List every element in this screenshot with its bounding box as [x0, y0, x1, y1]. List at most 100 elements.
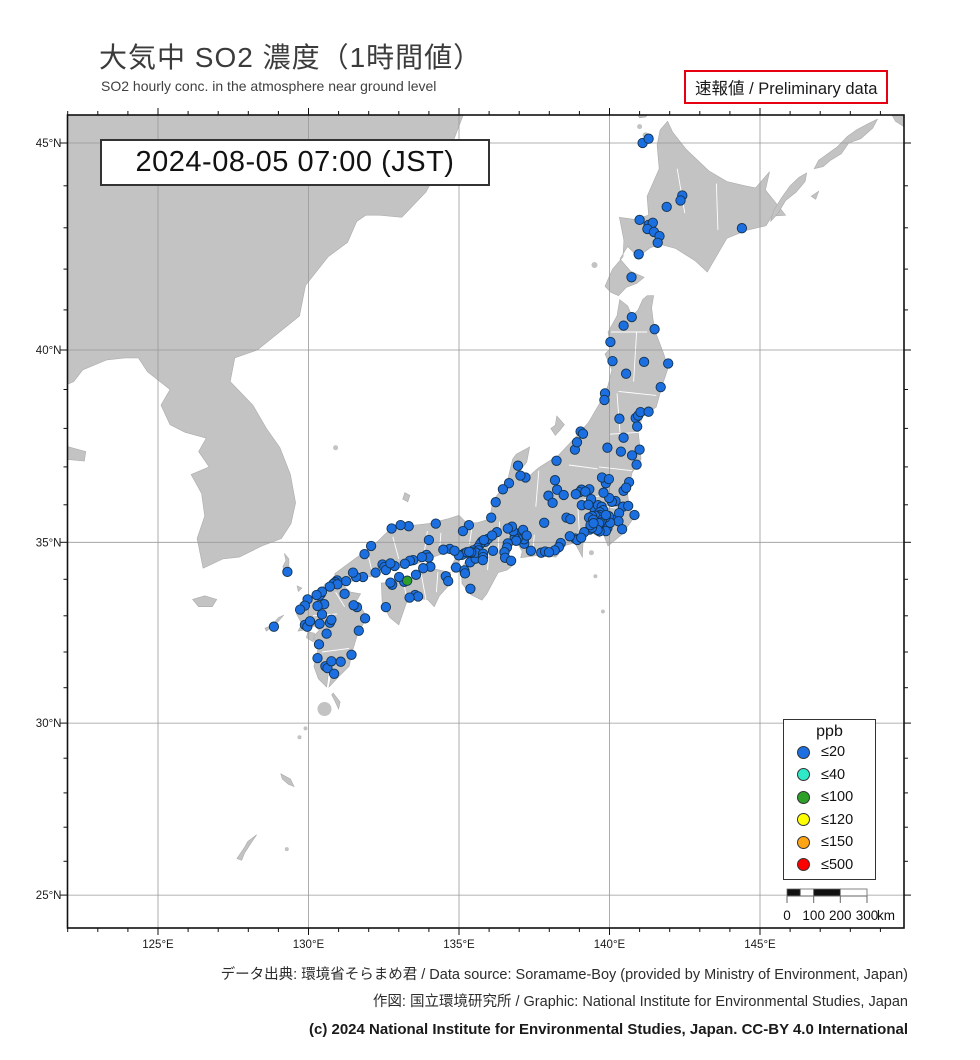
station-dot [632, 421, 643, 432]
station-dot [615, 446, 627, 457]
station-dot [478, 534, 490, 546]
islet [303, 726, 308, 731]
station-dot [359, 548, 370, 560]
attribution-data-source: データ出典: 環境省そらまめ君 / Data source: Soramame-… [220, 967, 908, 983]
station-dot [583, 499, 594, 510]
station-dot [565, 513, 576, 525]
station-dot [547, 497, 558, 509]
station-dot [588, 518, 599, 529]
legend-color-swatch [797, 745, 810, 759]
station-dot [487, 545, 499, 556]
station-dot [412, 591, 424, 602]
station-dot [626, 311, 637, 323]
station-dot [605, 336, 616, 348]
station-dot [321, 628, 332, 639]
legend-item: ≤40 [784, 764, 875, 787]
legend-item-label: ≤100 [821, 789, 854, 806]
legend-item: ≤20 [784, 741, 875, 764]
page-subtitle: SO2 hourly conc. in the atmosphere near … [101, 78, 437, 94]
lon-tick-label: 130°E [293, 939, 325, 951]
station-dot [551, 484, 563, 495]
prefecture-border [435, 571, 439, 593]
station-dot [459, 568, 471, 579]
land-shikotan [810, 190, 820, 200]
lat-tick-label: 40°N [36, 345, 62, 357]
station-dot [663, 358, 674, 369]
station-dot [629, 509, 640, 521]
lat-tick-label: 30°N [36, 718, 62, 730]
station-dot [634, 444, 645, 455]
station-dot [502, 523, 513, 534]
station-dot [365, 540, 377, 552]
land-urup-corner [891, 115, 904, 127]
scalebar-label: 0 [783, 908, 791, 923]
station-dot [346, 649, 357, 660]
station-dot [465, 583, 476, 594]
scalebar-label: 100 [802, 908, 825, 923]
prefecture-border [335, 591, 345, 607]
land-okinawa [236, 834, 257, 861]
land-iki [296, 585, 303, 592]
station-dot [324, 581, 336, 592]
land-jeju [192, 595, 218, 607]
islet [637, 124, 643, 130]
station-dot [328, 668, 340, 679]
station-dot [486, 530, 498, 541]
station-dot [449, 545, 460, 556]
prefecture-border [321, 647, 350, 653]
land-shandong-tip [67, 446, 87, 462]
station-dot [638, 356, 650, 368]
prefecture-border [618, 390, 657, 396]
station-dot [576, 532, 587, 543]
islet [284, 847, 289, 852]
scalebar-segment [813, 888, 841, 897]
station-dot [463, 519, 475, 531]
station-dot [282, 566, 293, 578]
station-dot [539, 517, 550, 528]
station-dot [399, 558, 410, 569]
islet [297, 735, 302, 740]
station-dot [312, 600, 323, 612]
station-dot [620, 368, 632, 379]
station-dot [626, 450, 638, 461]
station-dot [511, 535, 522, 546]
scalebar-label: 300 [856, 908, 879, 923]
station-dot [603, 473, 615, 485]
station-dot [600, 509, 612, 521]
station-dot [503, 478, 515, 489]
station-dot [551, 455, 562, 466]
station-dot [335, 656, 346, 667]
station-dot [675, 195, 686, 206]
islet [333, 445, 339, 451]
legend-color-swatch [797, 768, 810, 782]
land-sado [550, 415, 565, 436]
scalebar-segment [799, 888, 814, 897]
page-title: 大気中 SO2 濃度（1時間値） [99, 42, 483, 73]
prefecture-border [535, 470, 540, 507]
land-continent-korea [67, 115, 464, 569]
lon-tick-label: 135°E [443, 939, 475, 951]
islet [593, 574, 598, 579]
prefecture-border [715, 183, 719, 230]
legend-item-label: ≤500 [821, 856, 854, 873]
islet [317, 702, 332, 716]
land-hokkaido [604, 120, 787, 297]
station-dot [359, 613, 371, 624]
station-dot [477, 554, 488, 566]
station-dot [464, 546, 475, 558]
station-dot [558, 489, 569, 501]
legend-items: ≤20 ≤40 ≤100 ≤120 ≤150 ≤500 [784, 741, 875, 876]
legend: ppb ≤20 ≤40 ≤100 ≤120 ≤150 ≤500 [783, 719, 876, 880]
prefecture-border [616, 393, 621, 433]
station-dot [410, 569, 422, 580]
station-dot [643, 406, 654, 417]
station-dot [294, 604, 306, 615]
station-dot [616, 524, 628, 535]
station-dot [404, 592, 415, 603]
legend-title: ppb [816, 723, 843, 740]
station-dot [313, 639, 325, 650]
land-kunashiri [770, 172, 808, 222]
station-dot [515, 470, 526, 481]
